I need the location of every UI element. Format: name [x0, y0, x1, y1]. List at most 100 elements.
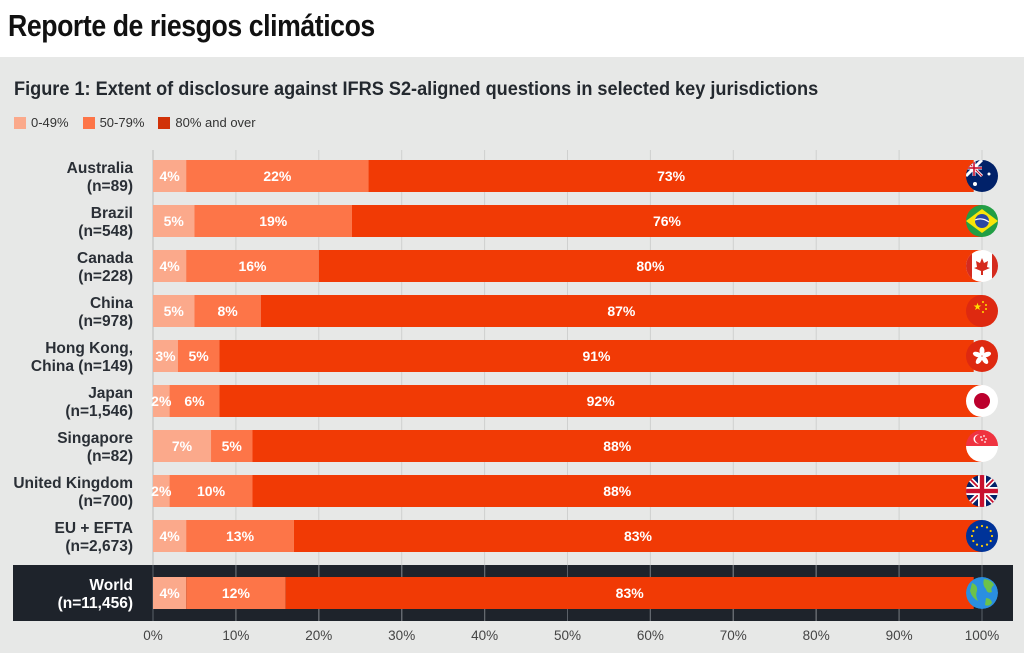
- bar-value-label: 88%: [603, 483, 632, 499]
- bar-value-label: 92%: [587, 393, 616, 409]
- x-tick-label: 50%: [554, 628, 581, 643]
- bar-segment-high: [351, 205, 983, 237]
- category-sublabel: China (n=149): [31, 358, 133, 375]
- category-sublabel: (n=548): [78, 223, 133, 240]
- bar-value-label: 5%: [188, 348, 209, 364]
- bar-segment-low: [153, 475, 170, 507]
- china-flag-icon: ★: [966, 295, 998, 327]
- x-tick-label: 40%: [471, 628, 498, 643]
- bar-segment-high: [252, 430, 983, 462]
- bar-value-label: 22%: [263, 168, 292, 184]
- bar-value-label: 5%: [164, 303, 185, 319]
- bar-value-label: 5%: [164, 213, 185, 229]
- bar-value-label: 10%: [197, 483, 226, 499]
- bar-segment-high: [219, 340, 974, 372]
- bar-value-label: 4%: [159, 585, 180, 601]
- bar-value-label: 76%: [653, 213, 682, 229]
- bar-segment-high: [368, 160, 974, 192]
- bar-segment-high: [285, 577, 974, 609]
- x-tick-label: 70%: [720, 628, 747, 643]
- legend-swatch-low: [14, 116, 26, 129]
- category-label: Singapore: [57, 430, 133, 447]
- canada-flag-icon: [966, 250, 998, 282]
- bar-value-label: 4%: [159, 528, 180, 544]
- bar-value-label: 5%: [222, 438, 243, 454]
- category-sublabel: (n=89): [87, 178, 133, 195]
- bar-segment-mid: [186, 250, 319, 282]
- bar-segment-mid: [169, 385, 220, 417]
- category-label: Australia: [67, 160, 134, 177]
- legend-item-mid: 50-79%: [82, 115, 145, 130]
- bar-value-label: 2%: [151, 393, 172, 409]
- category-sublabel: (n=2,673): [65, 538, 133, 555]
- bar-segment-mid: [194, 205, 352, 237]
- bar-segment-low: [153, 160, 187, 192]
- bar-segment-low: [153, 385, 170, 417]
- bar-value-label: 3%: [155, 348, 176, 364]
- category-label: Japan: [88, 385, 133, 402]
- category-label: Hong Kong,: [45, 340, 133, 357]
- bar-segment-low: [153, 295, 195, 327]
- bar-segment-mid: [177, 340, 220, 372]
- category-sublabel: (n=700): [78, 493, 133, 510]
- bar-value-label: 6%: [184, 393, 205, 409]
- bar-value-label: 88%: [603, 438, 632, 454]
- bar-segment-mid: [211, 430, 253, 462]
- bar-segment-low: [153, 430, 212, 462]
- bar-segment-low: [153, 520, 187, 552]
- bar-value-label: 91%: [582, 348, 611, 364]
- brazil-flag-icon: [966, 205, 998, 237]
- x-tick-label: 0%: [143, 628, 163, 643]
- bar-segment-mid: [194, 295, 261, 327]
- bar-segment-low: [153, 250, 187, 282]
- svg-text:★: ★: [973, 302, 982, 313]
- bar-value-label: 80%: [636, 258, 665, 274]
- japan-flag-icon: [966, 385, 998, 417]
- x-tick-label: 80%: [803, 628, 830, 643]
- category-label: Brazil: [91, 205, 133, 222]
- uk-flag-icon: [966, 475, 998, 507]
- bar-value-label: 19%: [259, 213, 288, 229]
- bar-segment-high: [293, 520, 982, 552]
- legend-item-low: 0-49%: [14, 115, 69, 130]
- category-label: Canada: [77, 250, 133, 267]
- eu-flag-icon: [966, 520, 998, 552]
- bar-segment-high: [318, 250, 982, 282]
- x-tick-label: 100%: [965, 628, 1000, 643]
- x-tick-label: 90%: [886, 628, 913, 643]
- category-sublabel: (n=1,546): [65, 403, 133, 420]
- australia-flag-icon: [966, 160, 998, 192]
- x-tick-label: 30%: [388, 628, 415, 643]
- bar-segment-mid: [186, 520, 294, 552]
- bar-value-label: 13%: [226, 528, 255, 544]
- bar-segment-low: [153, 577, 187, 609]
- bar-value-label: 4%: [159, 258, 180, 274]
- legend-swatch-high: [158, 116, 171, 129]
- x-tick-label: 20%: [305, 628, 332, 643]
- x-tick-label: 10%: [222, 628, 249, 643]
- legend-label-mid: 50-79%: [99, 115, 145, 130]
- bar-segment-low: [153, 205, 195, 237]
- bar-value-label: 16%: [238, 258, 267, 274]
- singapore-flag-icon: [966, 430, 998, 462]
- page-title: Reporte de riesgos climáticos: [8, 8, 375, 43]
- legend-label-low: 0-49%: [31, 115, 69, 130]
- hong-kong-flag-icon: [966, 340, 998, 372]
- bar-value-label: 87%: [607, 303, 636, 319]
- bar-segment-mid: [186, 160, 369, 192]
- bar-value-label: 4%: [159, 168, 180, 184]
- bar-segment-mid: [169, 475, 253, 507]
- category-label: World: [89, 577, 133, 594]
- bar-segment-low: [153, 340, 178, 372]
- legend-label-high: 80% and over: [175, 115, 256, 130]
- category-sublabel: (n=82): [87, 448, 133, 465]
- bar-value-label: 73%: [657, 168, 686, 184]
- legend-item-high: 80% and over: [158, 115, 256, 130]
- bar-value-label: 83%: [616, 585, 645, 601]
- category-label: EU + EFTA: [54, 520, 133, 537]
- bar-value-label: 8%: [217, 303, 238, 319]
- bar-value-label: 83%: [624, 528, 653, 544]
- figure-title: Figure 1: Extent of disclosure against I…: [14, 78, 819, 100]
- legend: 0-49% 50-79% 80% and over: [14, 115, 256, 130]
